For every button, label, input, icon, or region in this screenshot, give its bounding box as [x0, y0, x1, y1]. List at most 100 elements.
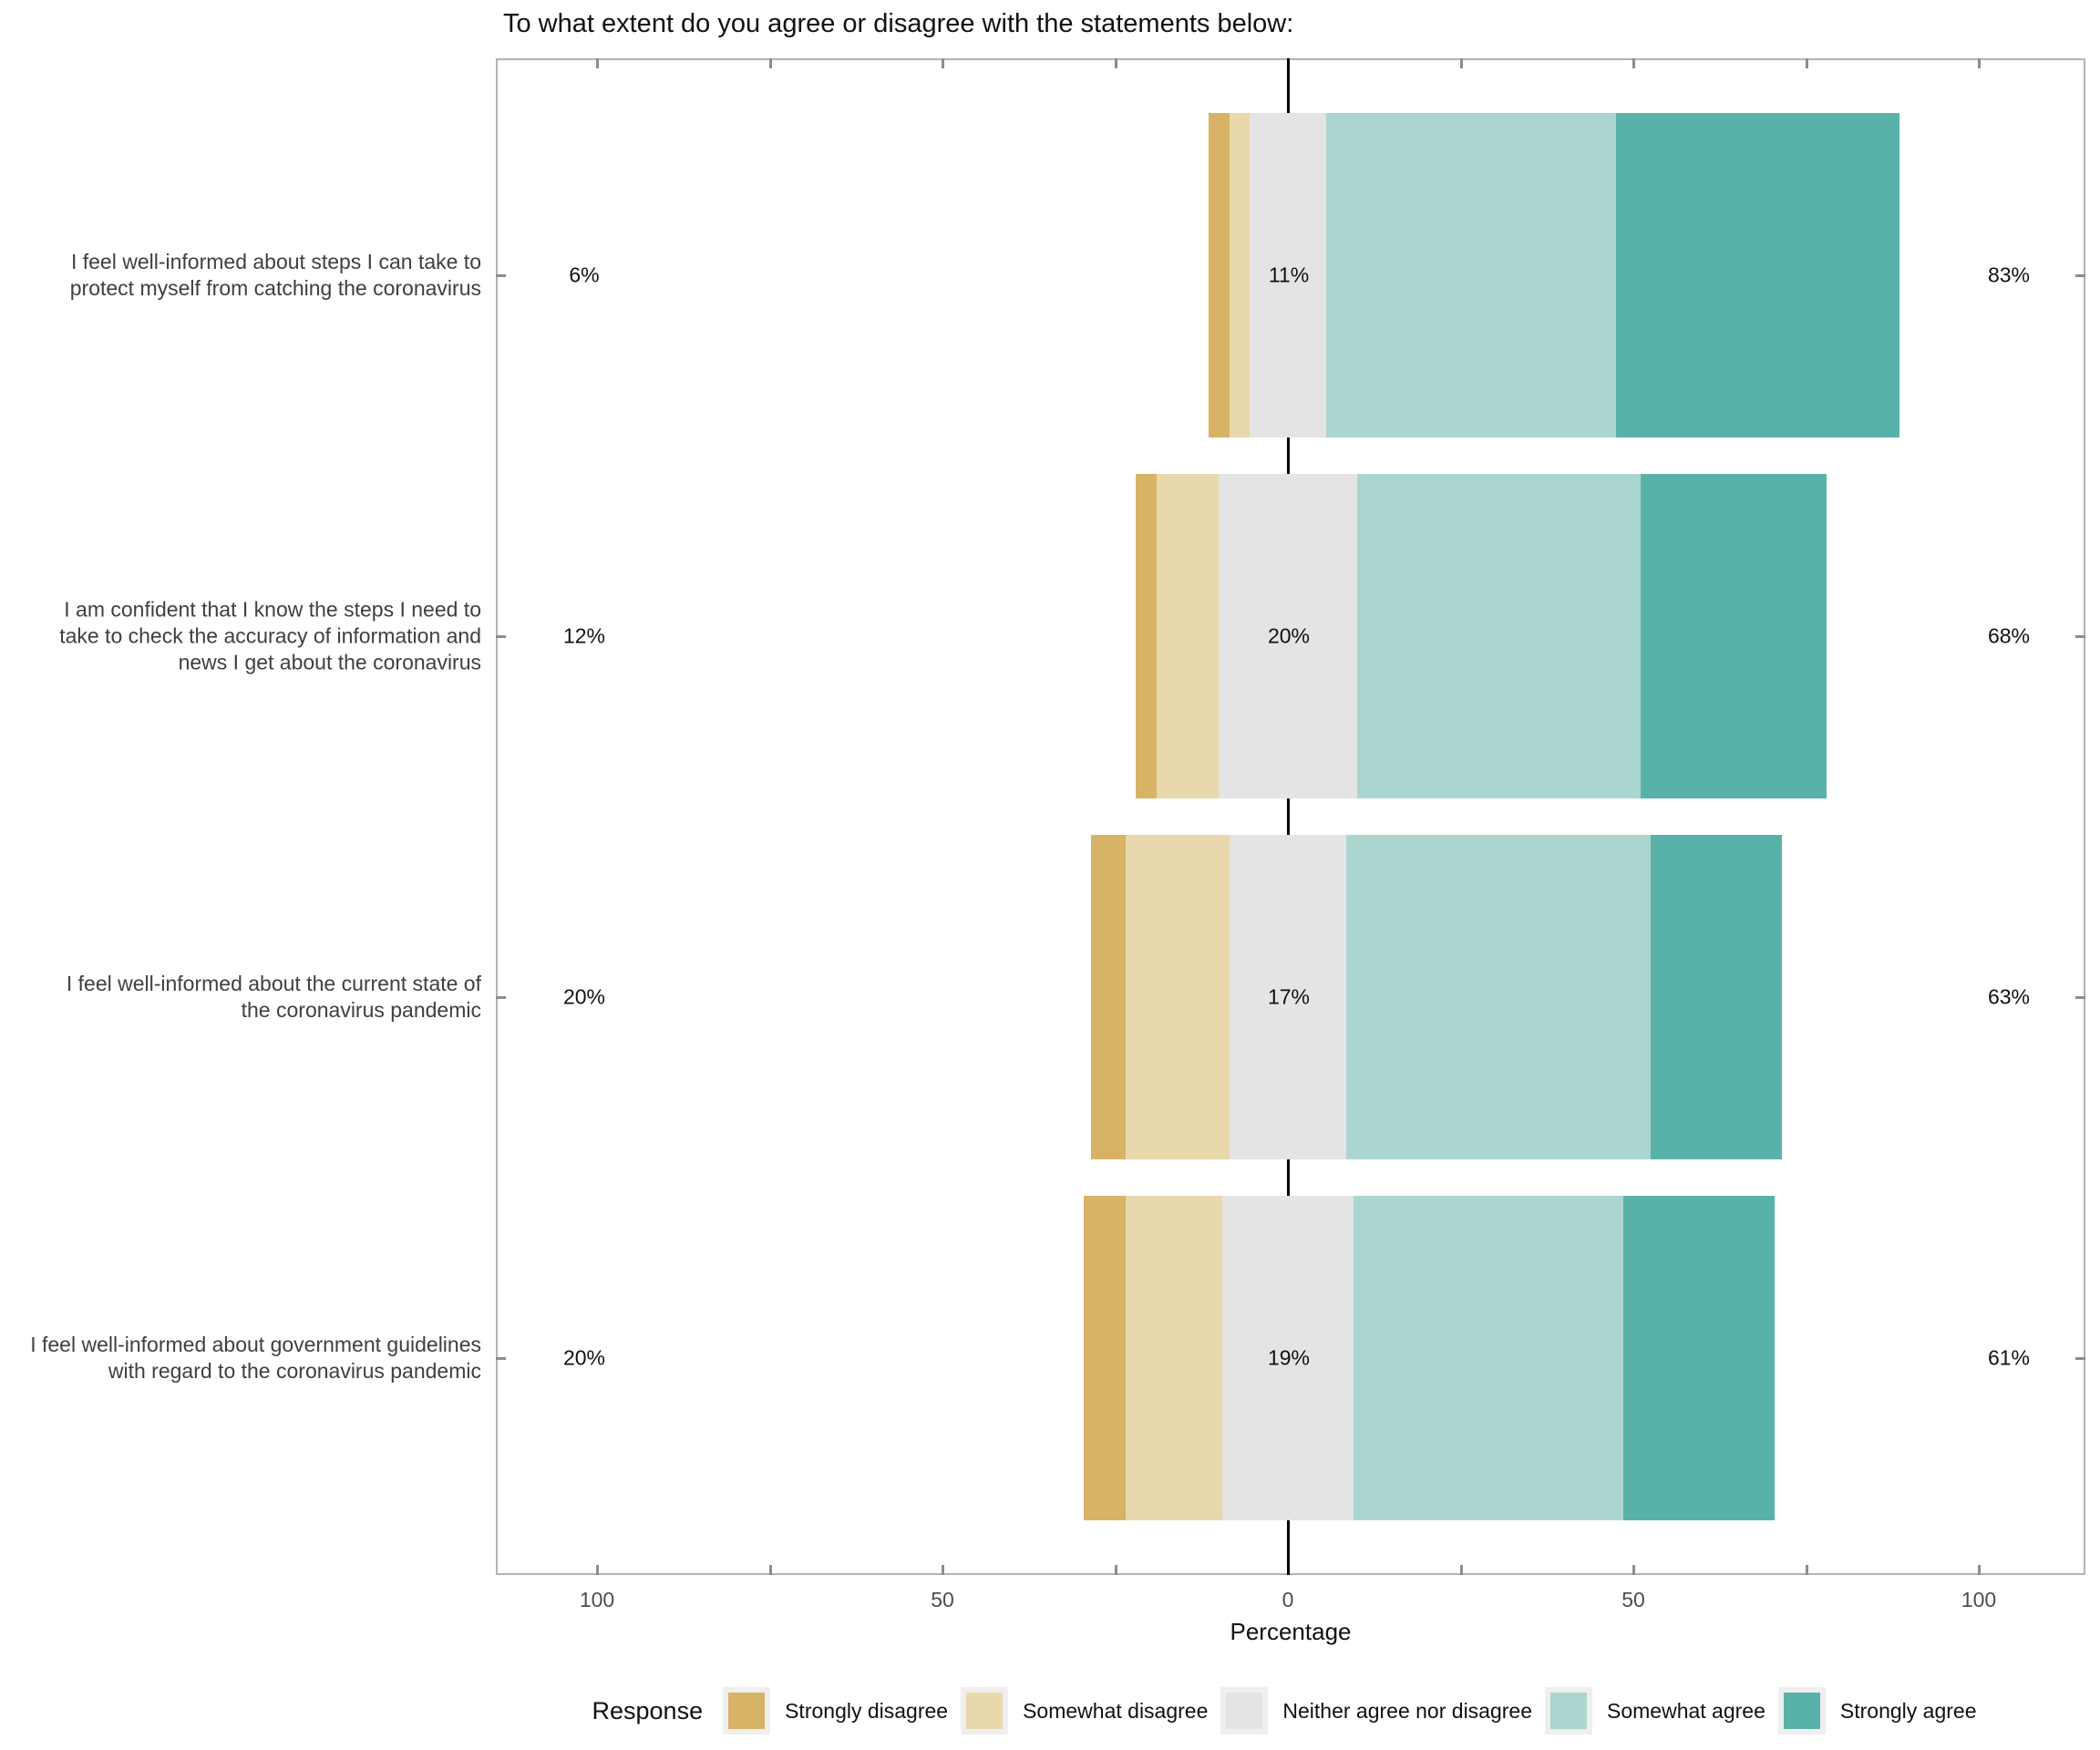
legend-item-somewhat-disagree: Somewhat disagree: [961, 1687, 1208, 1735]
legend-items: Strongly disagree Somewhat disagree Neithe…: [723, 1687, 1989, 1735]
bar-segment-strongly-disagree: [1209, 113, 1230, 438]
chart-title: To what extent do you agree or disagree …: [503, 9, 1294, 38]
legend-label: Strongly agree: [1839, 1698, 1977, 1723]
bar-segment-somewhat-disagree: [1157, 474, 1219, 798]
percent-label-neutral: 17%: [1267, 984, 1311, 1009]
category-label: I feel well-informed about the current s…: [7, 971, 481, 1024]
bar-segment-neither-agree-nor-disagree: [1250, 113, 1326, 438]
legend-label: Neither agree nor disagree: [1282, 1698, 1532, 1723]
x-tick-label: 50: [1621, 1588, 1645, 1611]
bar-segment-somewhat-disagree: [1230, 113, 1250, 438]
x-tick-label: 50: [931, 1588, 954, 1611]
bar-segment-strongly-disagree: [1136, 474, 1157, 798]
x-tick-label: 0: [1282, 1588, 1294, 1611]
bar-segment-strongly-agree: [1616, 113, 1899, 438]
x-tick-label: 100: [579, 1588, 615, 1611]
legend-label: Strongly disagree: [785, 1698, 949, 1723]
category-tick-right: [2075, 635, 2085, 638]
bar-segment-neither-agree-nor-disagree: [1219, 474, 1357, 798]
grid-notch-top: [1978, 58, 1981, 68]
percent-label-disagree: 6%: [569, 262, 600, 287]
legend-item-strongly-disagree: Strongly disagree: [723, 1687, 948, 1735]
grid-notch-top: [942, 58, 944, 68]
category-label: I feel well-informed about government gu…: [7, 1332, 481, 1385]
legend-item-strongly-agree: Strongly agree: [1777, 1687, 1977, 1735]
category-tick-left: [496, 274, 506, 277]
bar-segment-neither-agree-nor-disagree: [1222, 1196, 1354, 1520]
somewhat-agree-swatch-icon: [1550, 1693, 1587, 1729]
bar-segment-strongly-agree: [1623, 1196, 1775, 1520]
percent-label-agree: 83%: [1987, 262, 2031, 287]
legend: Response Strongly disagree Somewhat disag…: [496, 1685, 2085, 1736]
legend-label: Somewhat disagree: [1023, 1698, 1209, 1723]
percent-label-neutral: 20%: [1267, 623, 1311, 648]
x-axis-title: Percentage: [1230, 1618, 1352, 1645]
bar-segment-somewhat-agree: [1346, 835, 1651, 1159]
grid-notch-bottom: [1632, 1565, 1635, 1575]
category-label: I feel well-informed about steps I can t…: [7, 249, 481, 302]
category-label-line: I feel well-informed about government gu…: [30, 1333, 481, 1356]
strongly-agree-swatch-icon: [1783, 1693, 1820, 1729]
category-label-line: I am confident that I know the steps I n…: [64, 597, 481, 622]
bar-segment-somewhat-agree: [1326, 113, 1616, 438]
grid-notch-top: [1115, 58, 1117, 68]
percent-label-neutral: 11%: [1268, 262, 1310, 287]
category-tick-left: [496, 1357, 506, 1360]
zero-axis-line: [1287, 58, 1290, 1575]
grid-notch-top: [596, 58, 599, 68]
bar-segment-somewhat-disagree: [1126, 1196, 1222, 1520]
grid-notch-bottom: [596, 1565, 599, 1575]
legend-key: [1545, 1687, 1592, 1735]
grid-notch-top: [1632, 58, 1635, 68]
percent-label-agree: 63%: [1987, 984, 2031, 1009]
legend-key: [1220, 1687, 1269, 1735]
bar-segment-strongly-disagree: [1084, 1196, 1126, 1520]
category-label-line: with regard to the coronavirus pandemic: [108, 1359, 481, 1383]
category-label-line: I feel well-informed about the current s…: [66, 972, 481, 995]
neither-agree-nor-disagree-swatch-icon: [1226, 1693, 1263, 1729]
category-label-line: the coronavirus pandemic: [241, 998, 481, 1022]
category-tick-right: [2075, 1357, 2085, 1360]
legend-key: [961, 1687, 1009, 1735]
strongly-disagree-swatch-icon: [728, 1693, 766, 1729]
legend-title: Response: [592, 1696, 704, 1724]
category-tick-right: [2075, 274, 2085, 277]
percent-label-agree: 61%: [1987, 1345, 2031, 1370]
percent-label-disagree: 20%: [562, 984, 606, 1009]
category-tick-left: [496, 996, 506, 999]
category-label-line: take to check the accuracy of informatio…: [59, 623, 481, 648]
bar-segment-somewhat-agree: [1357, 474, 1641, 798]
percent-label-disagree: 12%: [562, 623, 606, 648]
legend-label: Somewhat agree: [1607, 1698, 1765, 1723]
grid-notch-top: [1460, 58, 1463, 68]
percent-label-neutral: 19%: [1267, 1345, 1311, 1370]
bar-segment-strongly-disagree: [1091, 835, 1126, 1159]
grid-notch-top: [769, 58, 772, 68]
category-tick-right: [2075, 996, 2085, 999]
legend-key: [1777, 1687, 1826, 1735]
category-label-line: news I get about the coronavirus: [178, 650, 481, 674]
category-label: I am confident that I know the steps I n…: [7, 597, 481, 676]
percent-label-agree: 68%: [1987, 623, 2031, 648]
grid-notch-bottom: [769, 1565, 772, 1575]
x-tick-label: 100: [1961, 1588, 1997, 1611]
category-label-line: I feel well-informed about steps I can t…: [70, 250, 481, 273]
bar-segment-neither-agree-nor-disagree: [1230, 835, 1346, 1159]
category-label-line: protect myself from catching the coronav…: [69, 276, 481, 300]
bar-segment-strongly-agree: [1651, 835, 1782, 1159]
bar-segment-strongly-agree: [1641, 474, 1827, 798]
percent-label-disagree: 20%: [562, 1345, 606, 1370]
grid-notch-bottom: [1978, 1565, 1981, 1575]
legend-item-neither-agree-nor-disagree: Neither agree nor disagree: [1220, 1687, 1532, 1735]
grid-notch-bottom: [1115, 1565, 1117, 1575]
somewhat-disagree-swatch-icon: [966, 1693, 1004, 1729]
grid-notch-bottom: [942, 1565, 944, 1575]
grid-notch-bottom: [1460, 1565, 1463, 1575]
category-tick-left: [496, 635, 506, 638]
legend-key: [723, 1687, 771, 1735]
grid-notch-bottom: [1806, 1565, 1808, 1575]
bar-segment-somewhat-disagree: [1126, 835, 1230, 1159]
legend-item-somewhat-agree: Somewhat agree: [1545, 1687, 1765, 1735]
grid-notch-top: [1806, 58, 1808, 68]
bar-segment-somewhat-agree: [1354, 1196, 1623, 1520]
